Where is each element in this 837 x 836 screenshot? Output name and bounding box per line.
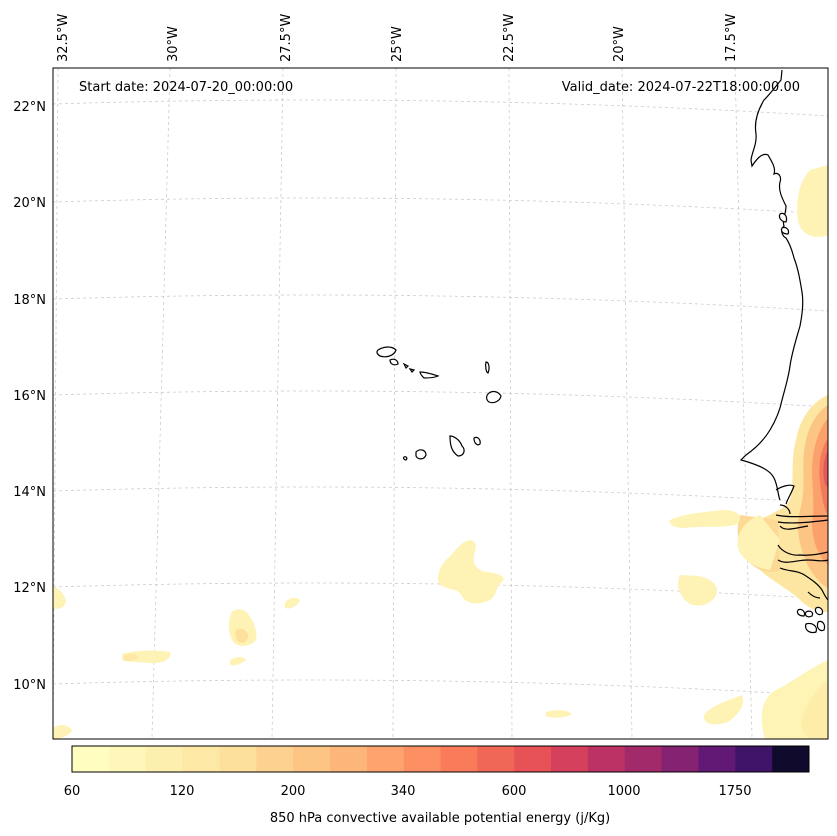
colorbar-swatch — [256, 746, 294, 772]
lon-label: 27.5°W — [279, 14, 294, 62]
latitude-labels: 22°N 20°N 18°N 16°N 14°N 12°N 10°N — [13, 100, 46, 693]
lat-label: 16°N — [13, 389, 46, 404]
cape-region-central — [437, 540, 504, 604]
colorbar-tick-label: 1750 — [718, 784, 751, 799]
start-date-label: Start date: 2024-07-20_00:00:00 — [79, 80, 293, 95]
island-maio — [473, 436, 481, 446]
lat-label: 20°N — [13, 196, 46, 211]
colorbar-swatch — [514, 746, 552, 772]
map-frame — [52, 67, 829, 740]
coastline — [739, 69, 829, 634]
colorbar-swatch — [440, 746, 478, 772]
colorbar-swatch — [366, 746, 405, 772]
africa-coastline — [739, 69, 804, 501]
island-santiago — [449, 435, 465, 457]
colorbar-swatch — [72, 746, 110, 772]
longitude-labels: 32.5°W 30°W 27.5°W 25°W 22.5°W 20°W 17.5… — [56, 14, 739, 62]
colorbar-swatch — [293, 746, 331, 772]
colorbar-swatch — [477, 746, 515, 772]
map-background — [53, 68, 828, 739]
colorbar-swatch — [698, 746, 736, 772]
lat-label: 14°N — [13, 485, 46, 500]
colorbar-swatch — [587, 746, 626, 772]
colorbar-tick-label: 1000 — [607, 784, 640, 799]
colorbar-tick-label: 340 — [391, 784, 416, 799]
longitude-gridlines — [52, 67, 753, 740]
island-brava — [403, 456, 408, 461]
latitude-gridlines — [52, 99, 829, 697]
island-boa-vista — [486, 390, 502, 404]
colorbar-swatches — [72, 746, 810, 772]
colorbar-swatch — [145, 746, 184, 772]
colorbar-swatch — [772, 746, 810, 772]
colorbar-swatch — [661, 746, 699, 772]
lon-label: 20°W — [612, 26, 627, 62]
cape-verde-islands — [376, 346, 502, 461]
colorbar-swatch — [329, 746, 368, 772]
colorbar-swatch — [735, 746, 773, 772]
colorbar-swatch — [551, 746, 589, 772]
island-sal — [485, 361, 490, 374]
map-panel: Start date: 2024-07-20_00:00:00 Valid_da… — [52, 67, 829, 740]
lon-label: 22.5°W — [502, 14, 517, 62]
colorbar-tick-label: 120 — [170, 784, 195, 799]
island-sao-nicolau — [419, 371, 440, 379]
lat-label: 18°N — [13, 293, 46, 308]
island-sao-vicente — [389, 358, 399, 366]
island-fogo — [415, 449, 427, 460]
colorbar-swatch — [624, 746, 663, 772]
lon-label: 25°W — [390, 26, 405, 62]
colorbar-swatch — [182, 746, 220, 772]
valid-date-label: Valid_date: 2024-07-22T18:00:00.00 — [562, 80, 800, 95]
colorbar-swatch — [403, 746, 441, 772]
colorbar: 60 120 200 340 600 1000 1750 850 hPa con… — [64, 745, 810, 826]
colorbar-swatch — [108, 746, 147, 772]
colorbar-ticks: 60 120 200 340 600 1000 1750 — [64, 784, 752, 799]
lon-label: 32.5°W — [56, 14, 71, 62]
lon-label: 30°W — [166, 26, 181, 62]
lon-label: 17.5°W — [724, 14, 739, 62]
colorbar-swatch — [219, 746, 257, 772]
colorbar-tick-label: 200 — [281, 784, 306, 799]
lat-label: 12°N — [13, 581, 46, 596]
colorbar-title: 850 hPa convective available potential e… — [270, 811, 610, 826]
island-santo-antao — [376, 346, 397, 358]
cape-field — [53, 165, 828, 739]
colorbar-tick-label: 600 — [502, 784, 527, 799]
colorbar-frame — [71, 745, 810, 773]
lat-label: 10°N — [13, 678, 46, 693]
lat-label: 22°N — [13, 100, 46, 115]
colorbar-tick-label: 60 — [64, 784, 81, 799]
